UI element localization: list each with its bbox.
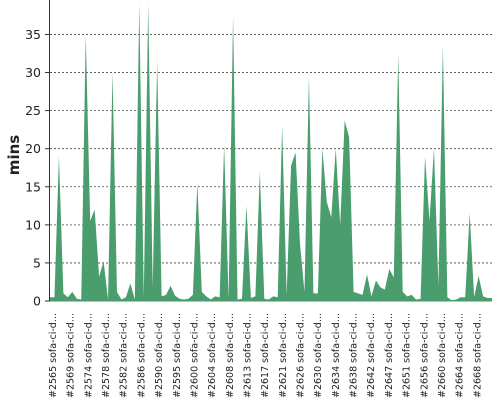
area-series [50,4,492,301]
x-tick-label: #2626 sofa-ci-d... [296,313,307,398]
x-tick-label: #2574 sofa-ci-d... [83,313,94,398]
x-tick-label: #2604 sofa-ci-d... [207,313,218,398]
x-tick-label: #2578 sofa-ci-d... [101,313,112,398]
x-tick-label: #2660 sofa-ci-d... [437,313,448,398]
y-tick-labels: 0 5 10 15 20 25 30 35 [25,27,50,309]
x-tick-label: #2617 sofa-ci-d... [260,313,271,398]
y-tick-label-35: 35 [25,27,41,42]
x-tick-label: #2582 sofa-ci-d... [119,313,130,398]
x-tick-label: #2600 sofa-ci-d... [189,313,200,398]
y-tick-label-0: 0 [33,294,41,309]
x-tick-label: #2565 sofa-ci-d... [48,313,59,398]
x-tick-label: #2642 sofa-ci-d... [366,313,377,398]
x-tick-label: #2634 sofa-ci-d... [331,313,342,398]
x-tick-label: #2608 sofa-ci-d... [225,313,236,398]
x-tick-label: #2590 sofa-ci-d... [154,313,165,398]
y-tick-label-20: 20 [25,141,41,156]
x-tick-label: #2651 sofa-ci-d... [402,313,413,398]
x-tick-label: #2647 sofa-ci-d... [384,313,395,398]
x-tick-label: #2664 sofa-ci-d... [455,313,466,398]
y-tick-label-10: 10 [25,217,41,232]
x-tick-label: #2586 sofa-ci-d... [136,313,147,398]
x-tick-labels: #2565 sofa-ci-d... #2569 sofa-ci-d... #257… [48,313,483,398]
x-tick-label: #2656 sofa-ci-d... [419,313,430,398]
gridlines [50,34,492,264]
x-tick-label: #2668 sofa-ci-d... [472,313,483,398]
x-tick-label: #2613 sofa-ci-d... [243,313,254,398]
x-tick-label: #2630 sofa-ci-d... [313,313,324,398]
area-fill [50,4,492,301]
x-tick-label: #2638 sofa-ci-d... [349,313,360,398]
axes [49,0,492,302]
y-tick-label-30: 30 [25,65,41,80]
y-tick-label-15: 15 [25,179,41,194]
y-tick-label-25: 25 [25,103,41,118]
x-tick-label: #2569 sofa-ci-d... [66,313,77,398]
y-tick-label-5: 5 [33,255,41,270]
x-tick-label: #2595 sofa-ci-d... [172,313,183,398]
y-axis-label: mins [5,135,23,175]
x-tick-label: #2621 sofa-ci-d... [278,313,289,398]
